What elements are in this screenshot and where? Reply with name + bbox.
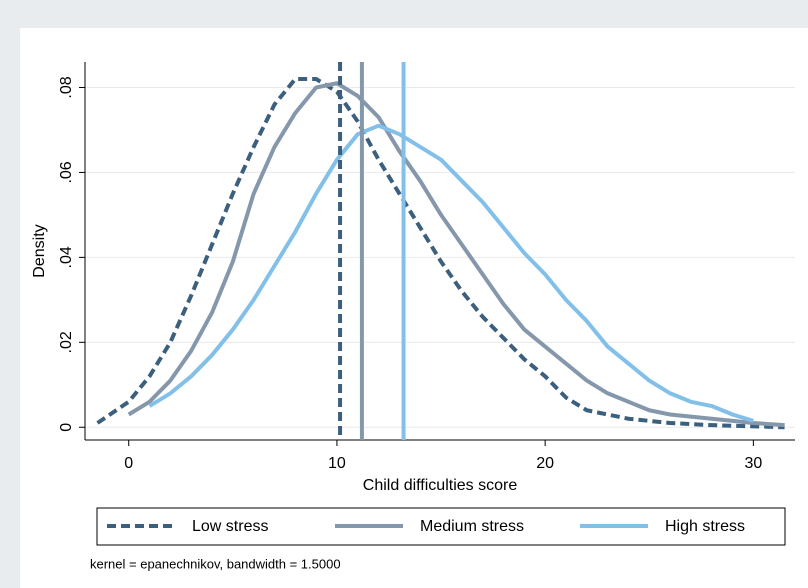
y-tick-label: .06: [58, 161, 75, 183]
x-tick-label: 0: [124, 455, 133, 472]
x-axis-title: Child difficulties score: [363, 477, 518, 494]
note: kernel = epanechnikov, bandwidth = 1.500…: [90, 556, 341, 571]
legend-label: Medium stress: [420, 518, 524, 535]
legend: [96, 507, 786, 546]
legend-label: High stress: [665, 518, 745, 535]
density-line: [96, 76, 785, 430]
density-line: [127, 81, 785, 428]
x-tick-label: 30: [744, 455, 762, 472]
y-axis-title: Density: [31, 224, 48, 277]
x-tick-label: 10: [328, 455, 346, 472]
density-line: [148, 123, 754, 423]
y-tick-label: 0: [58, 423, 75, 432]
y-tick-label: .02: [58, 331, 75, 353]
y-tick-label: .08: [58, 76, 75, 98]
y-tick-label: .04: [58, 246, 75, 268]
x-tick-label: 20: [536, 455, 554, 472]
plot-region: [85, 62, 795, 440]
legend-label: Low stress: [192, 518, 268, 535]
